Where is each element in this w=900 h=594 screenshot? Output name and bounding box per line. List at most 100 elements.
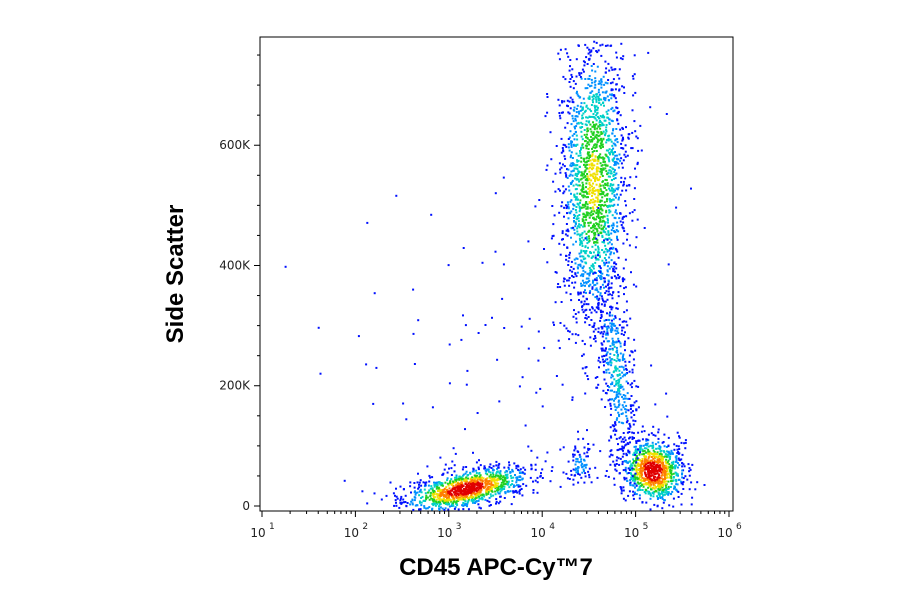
scatter-point	[472, 501, 474, 504]
scatter-point	[602, 204, 605, 207]
scatter-point	[648, 453, 651, 456]
scatter-point	[587, 470, 590, 473]
scatter-point	[625, 452, 628, 455]
scatter-point	[581, 284, 584, 287]
scatter-point	[484, 484, 487, 487]
scatter-point	[646, 438, 649, 441]
scatter-point	[614, 97, 617, 100]
scatter-point	[615, 100, 618, 103]
scatter-point	[625, 454, 628, 457]
scatter-point	[612, 267, 615, 270]
scatter-point	[650, 432, 653, 435]
scatter-point	[433, 481, 435, 484]
scatter-point	[644, 482, 647, 485]
scatter-point	[512, 490, 515, 493]
scatter-point	[674, 456, 677, 459]
scatter-point	[546, 111, 549, 114]
scatter-point	[605, 332, 608, 335]
scatter-point	[610, 361, 613, 364]
scatter-point	[576, 159, 579, 162]
scatter-point	[593, 164, 596, 167]
scatter-point	[576, 215, 579, 218]
scatter-point	[617, 353, 619, 356]
scatter-point	[635, 285, 638, 288]
scatter-point	[479, 479, 482, 482]
scatter-point	[619, 383, 622, 386]
scatter-point	[575, 144, 577, 147]
scatter-point	[507, 466, 510, 469]
scatter-point	[485, 488, 488, 491]
scatter-point	[660, 482, 663, 484]
scatter-point	[619, 393, 622, 396]
scatter-point	[603, 323, 606, 326]
scatter-point	[661, 441, 664, 444]
scatter-point	[439, 456, 442, 459]
scatter-point	[653, 459, 656, 462]
scatter-point	[581, 143, 584, 146]
scatter-point	[575, 75, 578, 78]
scatter-point	[443, 468, 446, 471]
scatter-point	[609, 329, 612, 332]
scatter-point	[658, 464, 661, 467]
scatter-point	[582, 250, 585, 252]
scatter-point	[589, 207, 592, 210]
scatter-point	[572, 468, 575, 471]
scatter-point	[608, 233, 611, 236]
scatter-point	[564, 188, 567, 191]
scatter-point	[574, 447, 577, 450]
scatter-point	[486, 473, 489, 476]
scatter-point	[614, 196, 617, 199]
scatter-point	[618, 413, 620, 416]
scatter-point	[539, 387, 542, 390]
scatter-point	[454, 501, 457, 504]
scatter-point	[419, 479, 422, 482]
scatter-point	[473, 486, 476, 489]
scatter-point	[583, 225, 586, 228]
scatter-point	[605, 319, 608, 321]
scatter-point	[633, 478, 636, 481]
scatter-point	[653, 455, 656, 458]
scatter-point	[445, 503, 448, 505]
scatter-point	[559, 48, 562, 51]
scatter-point	[504, 491, 507, 494]
scatter-point	[597, 214, 600, 217]
scatter-point	[485, 468, 488, 471]
scatter-point	[596, 196, 599, 199]
scatter-point	[581, 116, 584, 119]
scatter-point	[601, 132, 604, 135]
scatter-point	[630, 416, 633, 419]
scatter-point	[600, 190, 603, 193]
scatter-point	[579, 291, 582, 294]
scatter-point	[618, 77, 621, 80]
scatter-point	[635, 135, 638, 138]
scatter-point	[419, 501, 421, 504]
scatter-point	[595, 93, 598, 96]
scatter-point	[647, 469, 650, 472]
scatter-point	[610, 364, 613, 367]
scatter-point	[614, 405, 617, 408]
scatter-point	[463, 479, 465, 482]
scatter-point	[420, 504, 423, 507]
scatter-point	[595, 222, 598, 225]
scatter-point	[687, 463, 690, 466]
scatter-point	[461, 482, 464, 485]
scatter-point	[595, 150, 598, 152]
scatter-point	[566, 234, 569, 237]
scatter-point	[420, 484, 423, 487]
scatter-point	[667, 485, 670, 488]
scatter-point	[598, 220, 601, 223]
scatter-point	[513, 484, 515, 487]
scatter-point	[625, 320, 628, 323]
scatter-point	[436, 495, 439, 498]
scatter-point	[653, 466, 656, 468]
scatter-point	[627, 382, 629, 385]
scatter-point	[598, 204, 600, 206]
scatter-point	[591, 263, 594, 266]
scatter-point	[657, 447, 660, 450]
scatter-point	[626, 324, 629, 327]
scatter-point	[604, 60, 607, 63]
scatter-point	[579, 76, 582, 78]
scatter-point	[577, 172, 580, 175]
scatter-point	[658, 482, 661, 485]
scatter-point	[602, 158, 605, 161]
